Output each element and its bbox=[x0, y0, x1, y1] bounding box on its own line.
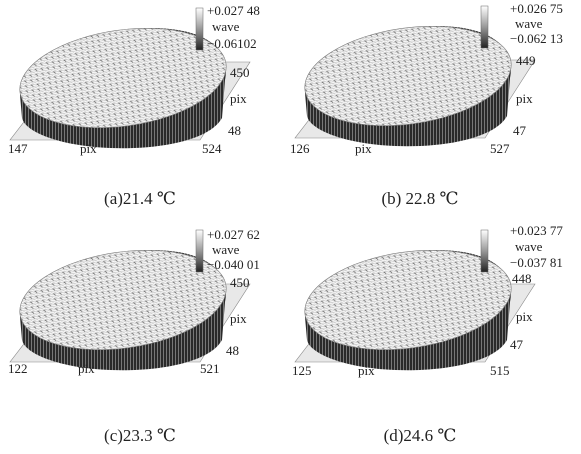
x-max: 524 bbox=[202, 141, 222, 156]
x-label: pix bbox=[80, 141, 97, 156]
x-label: pix bbox=[78, 361, 95, 376]
colorbar-unit: wave bbox=[515, 16, 543, 31]
surface-plot bbox=[295, 230, 535, 370]
colorbar-min: −0.062 13 bbox=[510, 31, 563, 46]
x-min: 122 bbox=[8, 361, 28, 376]
colorbar-unit: wave bbox=[212, 242, 240, 257]
y-max: 448 bbox=[512, 271, 532, 286]
y-min: 47 bbox=[513, 123, 527, 138]
y-label: pix bbox=[516, 91, 533, 106]
y-max: 450 bbox=[230, 275, 250, 290]
colorbar-unit: wave bbox=[212, 19, 240, 34]
caption: (b) 22.8 ℃ bbox=[381, 189, 458, 208]
y-min: 47 bbox=[510, 337, 524, 352]
colorbar-min: −0.037 81 bbox=[510, 255, 563, 270]
y-max: 449 bbox=[516, 53, 536, 68]
colorbar-max: +0.027 48 bbox=[207, 3, 260, 18]
colorbar-max: +0.027 62 bbox=[207, 227, 260, 242]
x-max: 521 bbox=[200, 361, 220, 376]
colorbar-max: +0.023 77 bbox=[510, 223, 563, 238]
colorbar-max: +0.026 75 bbox=[510, 1, 563, 16]
y-label: pix bbox=[230, 311, 247, 326]
caption: (d)24.6 ℃ bbox=[384, 426, 457, 445]
x-min: 126 bbox=[290, 141, 310, 156]
x-max: 527 bbox=[490, 141, 510, 156]
y-label: pix bbox=[516, 309, 533, 324]
colorbar-min: −0.06102 bbox=[207, 36, 257, 51]
x-min: 147 bbox=[8, 141, 28, 156]
y-label: pix bbox=[230, 91, 247, 106]
colorbar-unit: wave bbox=[515, 239, 543, 254]
colorbar-min: −0.040 01 bbox=[207, 257, 260, 272]
x-max: 515 bbox=[490, 363, 510, 378]
figure: +0.027 48 wave −0.06102 450 pix 48 147 p… bbox=[0, 0, 581, 454]
caption: (a)21.4 ℃ bbox=[104, 189, 176, 208]
surface-plot bbox=[295, 6, 535, 146]
x-min: 125 bbox=[292, 363, 312, 378]
y-min: 48 bbox=[228, 123, 241, 138]
y-min: 48 bbox=[226, 343, 239, 358]
x-label: pix bbox=[358, 363, 375, 378]
caption: (c)23.3 ℃ bbox=[104, 426, 176, 445]
x-label: pix bbox=[355, 141, 372, 156]
y-max: 450 bbox=[230, 65, 250, 80]
